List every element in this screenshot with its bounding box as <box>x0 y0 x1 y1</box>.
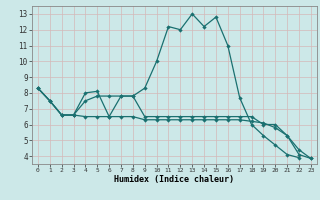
X-axis label: Humidex (Indice chaleur): Humidex (Indice chaleur) <box>115 175 234 184</box>
